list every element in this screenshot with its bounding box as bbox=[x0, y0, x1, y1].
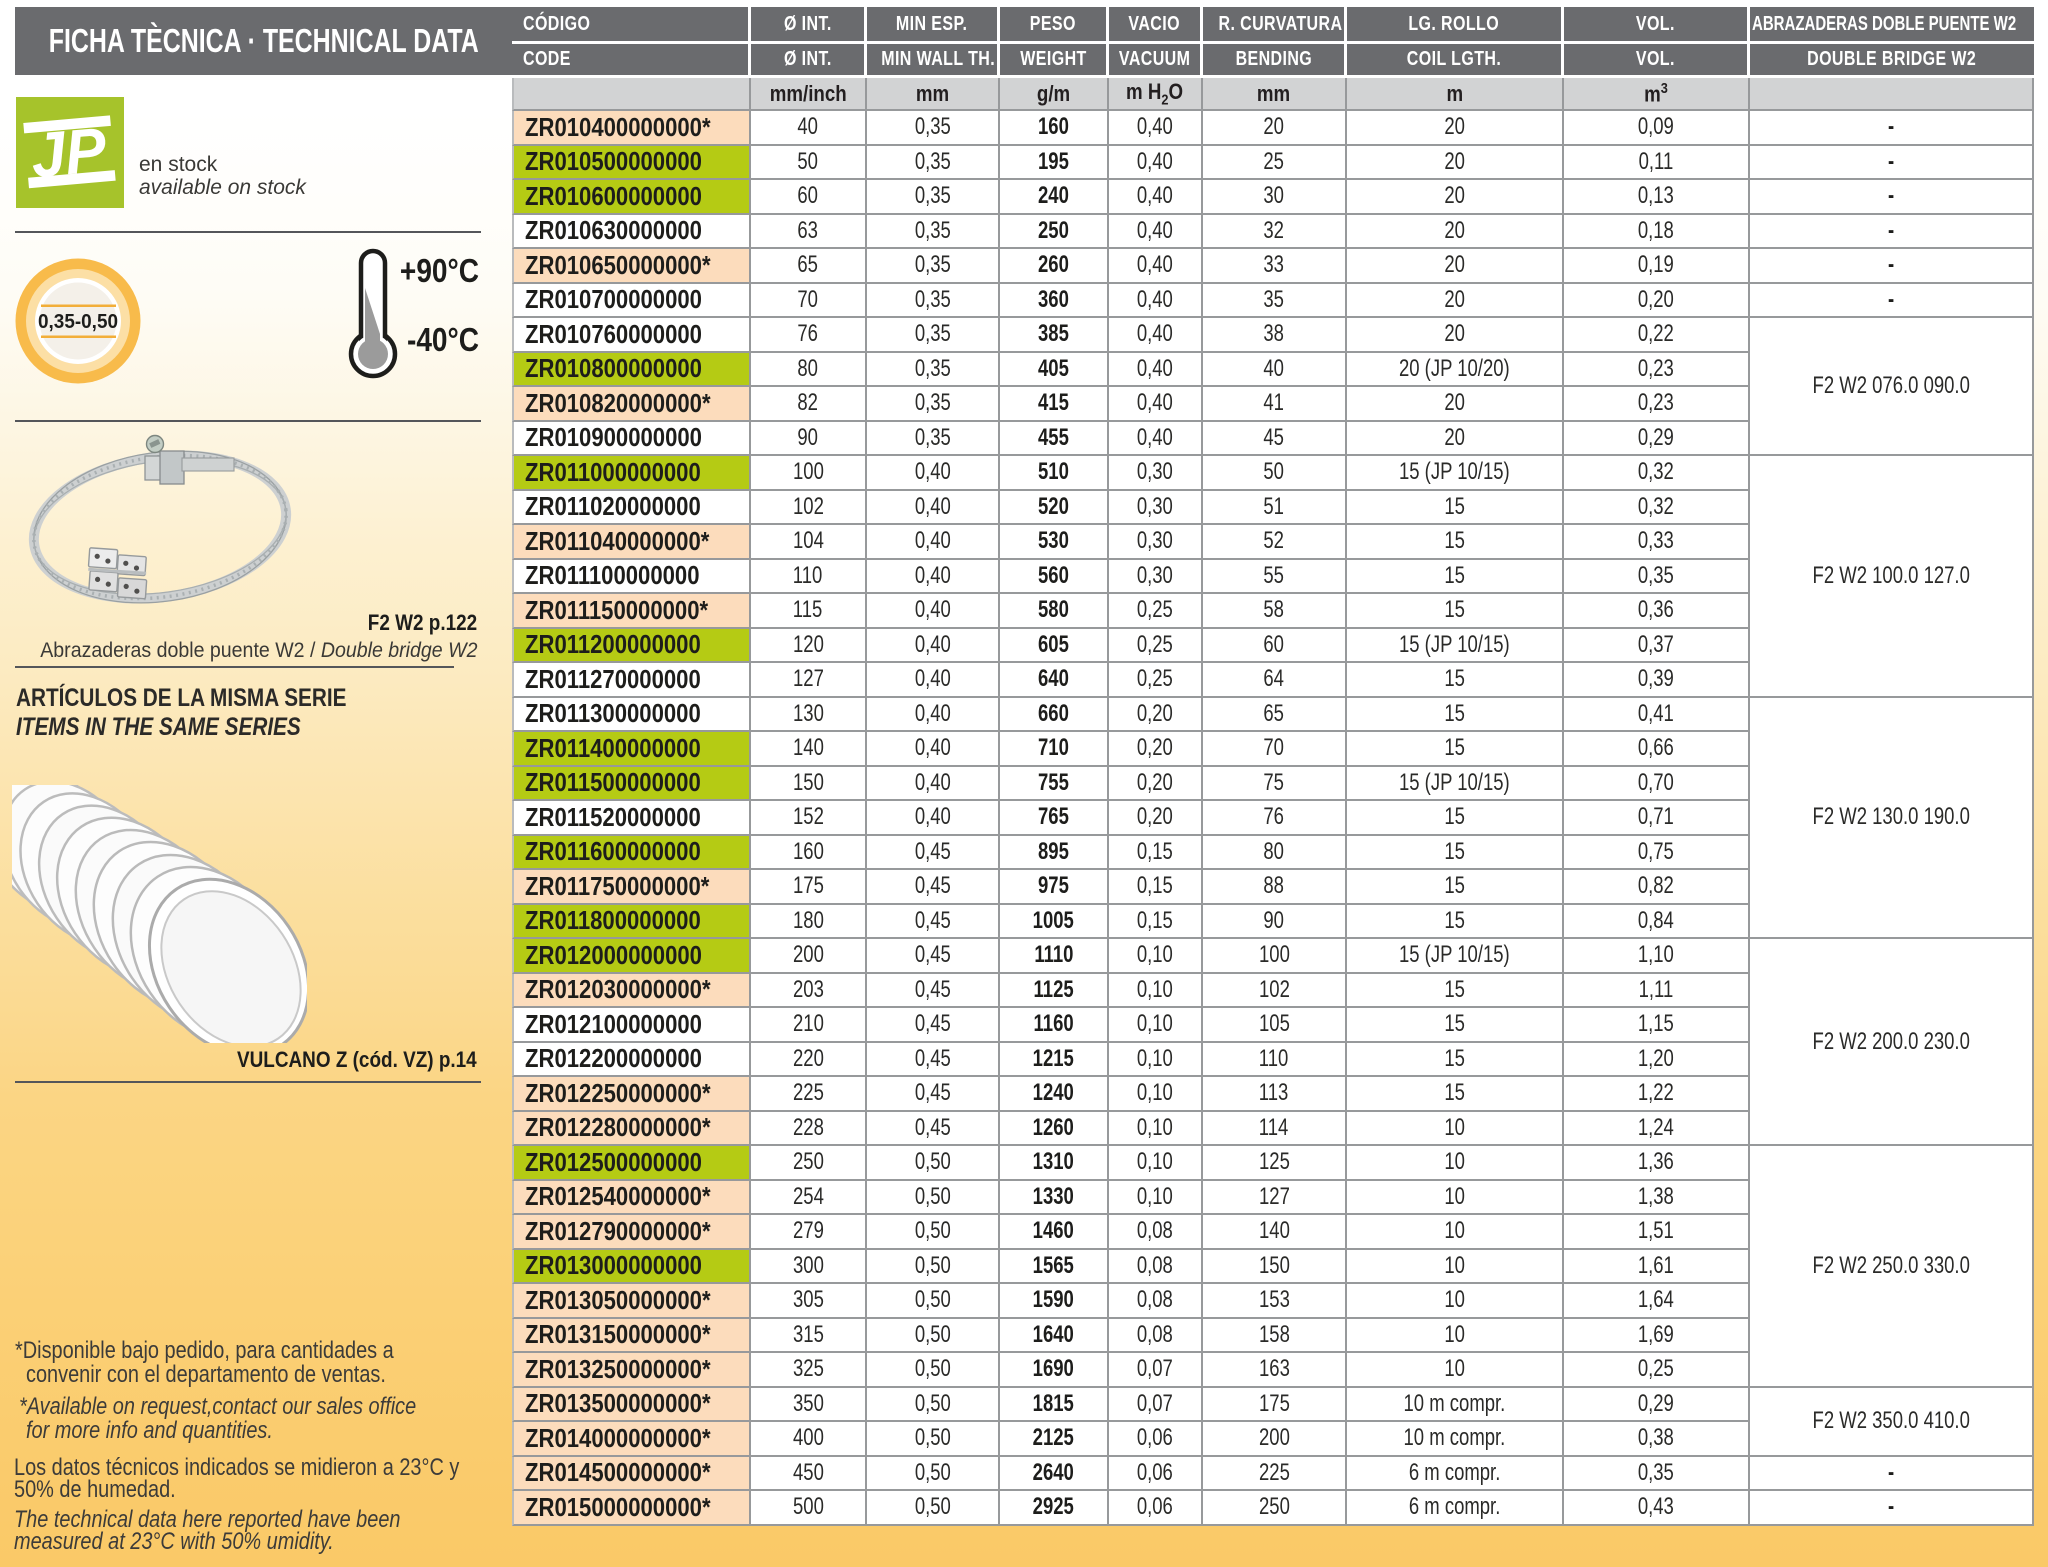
svg-text:0,35-0,50: 0,35-0,50 bbox=[38, 311, 118, 333]
svg-text:JP: JP bbox=[28, 115, 110, 191]
